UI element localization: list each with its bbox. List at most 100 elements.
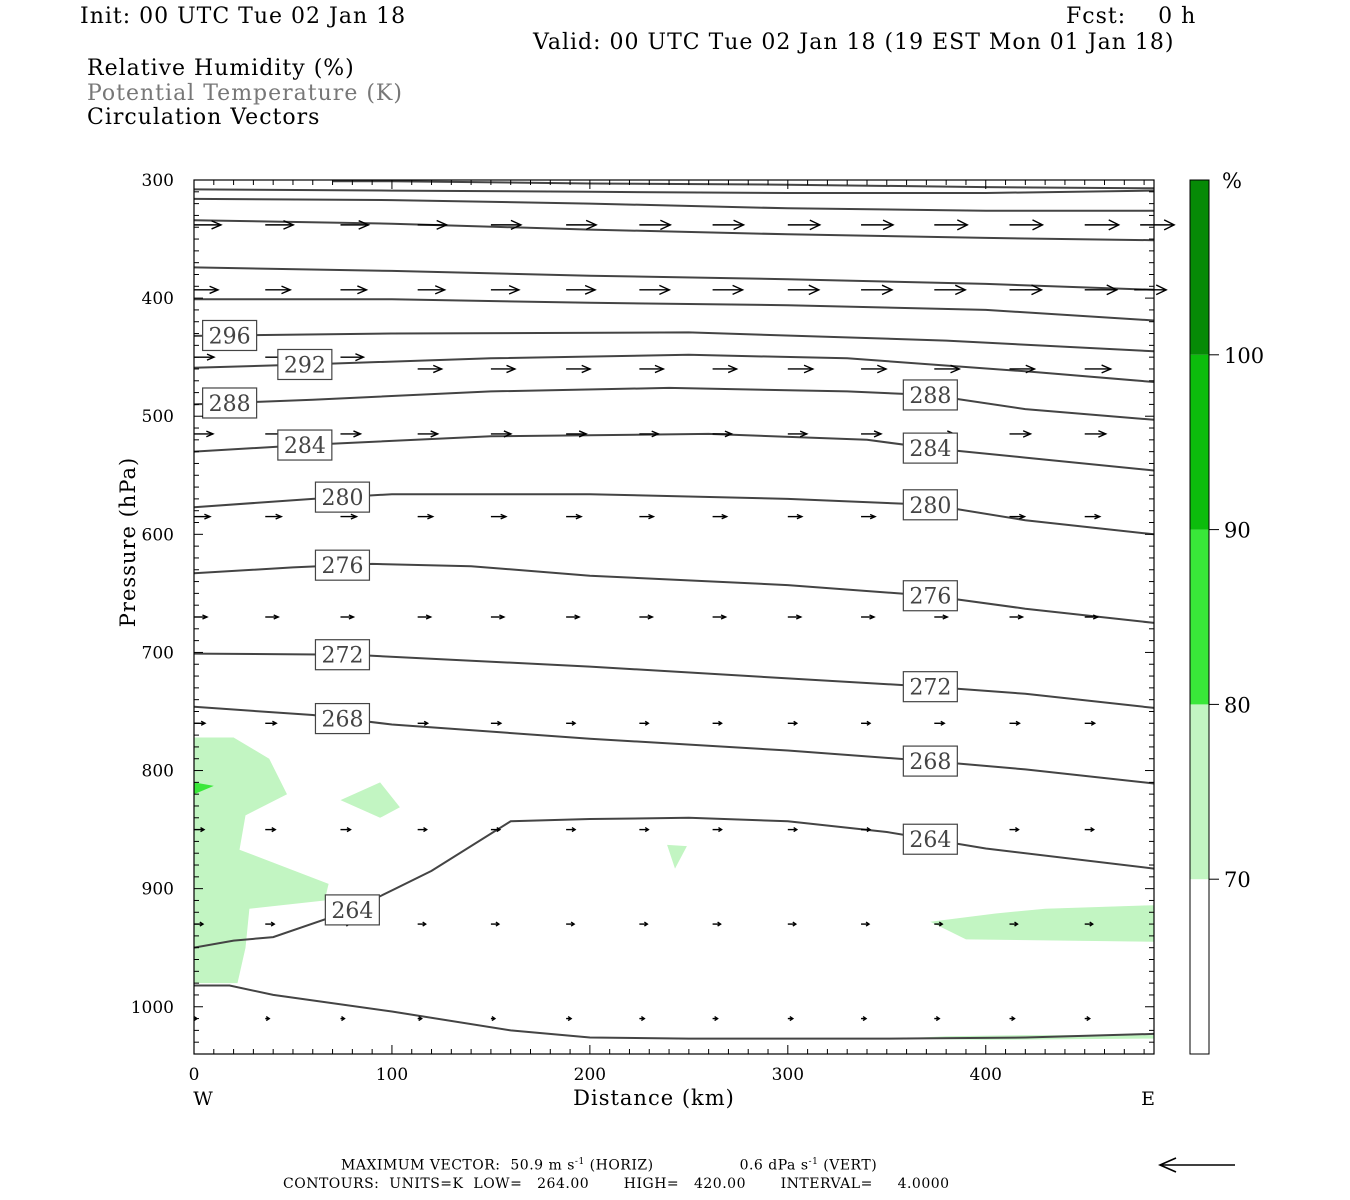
circulation-vector — [861, 430, 883, 438]
circulation-vector — [417, 827, 428, 833]
theta-label-272: 272 — [902, 671, 958, 703]
theta-contour-14 — [194, 188, 1154, 194]
circulation-vector — [787, 1015, 795, 1022]
colorbar-label: 70 — [1224, 868, 1251, 892]
circulation-vector — [1009, 720, 1021, 726]
circulation-vector — [490, 430, 513, 438]
circulation-vector — [265, 285, 293, 295]
theta-contour-0 — [194, 984, 1154, 1040]
circulation-vector — [934, 1015, 941, 1022]
theta-contour-11 — [194, 266, 1154, 291]
circulation-vector — [1009, 827, 1020, 833]
circulation-vector — [1084, 364, 1113, 374]
circulation-vector — [417, 430, 440, 438]
theta-contour-13 — [194, 197, 1154, 212]
circulation-vector — [1084, 513, 1102, 520]
circulation-vector — [1084, 827, 1096, 833]
circulation-vector — [934, 284, 967, 296]
svg-text:288: 288 — [909, 384, 951, 409]
theta-label-284: 284 — [902, 432, 958, 464]
circulation-vector — [1009, 513, 1027, 520]
init-time: Init: 00 UTC Tue 02 Jan 18 — [80, 4, 407, 29]
circulation-vector — [639, 219, 673, 231]
circulation-vector — [787, 921, 798, 927]
svg-text:272: 272 — [909, 676, 951, 701]
y-tick-label: 500 — [142, 407, 174, 427]
circulation-vector — [340, 430, 363, 438]
circulation-vector — [639, 614, 655, 620]
circulation-vector — [934, 921, 944, 927]
svg-text:264: 264 — [331, 899, 373, 924]
circulation-vector — [639, 720, 650, 726]
max-vector-note: MAXIMUM VECTOR: 50.9 m s-1 (HORIZ) 0.6 dP… — [341, 1157, 878, 1174]
circulation-vector — [787, 284, 821, 296]
circulation-vector — [340, 353, 366, 362]
colorbar-segment — [1190, 354, 1209, 530]
theta-label-288: 288 — [902, 379, 958, 411]
theta-label-284: 284 — [277, 429, 333, 461]
x-tick-label: 300 — [772, 1065, 804, 1085]
circulation-vector — [417, 364, 444, 374]
circulation-vector — [1009, 364, 1037, 374]
circulation-vectors-layer — [193, 219, 1176, 1022]
theta-label-292: 292 — [277, 348, 333, 381]
reference-vector-arrow — [1158, 1157, 1235, 1173]
circulation-vector — [1140, 219, 1176, 231]
rh-region-70-0 — [194, 737, 329, 984]
circulation-vector — [712, 513, 729, 520]
theta-label-264: 264 — [324, 894, 380, 926]
theta-label-264: 264 — [902, 823, 958, 855]
svg-text:292: 292 — [284, 353, 326, 378]
circulation-vector — [639, 364, 666, 374]
circulation-vector — [490, 614, 506, 620]
axes-layer: 300 400 500 600 700 800 900 1000 0 100 200 300 400 W E… — [116, 171, 1155, 1110]
circulation-vector — [861, 827, 872, 833]
svg-text:264: 264 — [909, 828, 951, 853]
circulation-vector — [340, 614, 356, 620]
circulation-vector — [934, 614, 950, 620]
circulation-vector — [417, 285, 447, 295]
circulation-vector — [566, 827, 577, 833]
circulation-vector — [934, 219, 969, 231]
circulation-vector — [265, 720, 278, 726]
colorbar-label: 90 — [1224, 519, 1251, 543]
circulation-vector — [787, 513, 804, 520]
y-tick-label: 800 — [142, 762, 174, 782]
x-axis-title: Distance (km) — [573, 1086, 735, 1110]
circulation-vector — [787, 614, 803, 620]
circulation-vector — [639, 513, 656, 520]
circulation-vector — [566, 720, 577, 726]
circulation-vector — [639, 921, 649, 927]
circulation-vector — [712, 614, 728, 620]
circulation-vector — [1084, 921, 1094, 927]
circulation-vector — [712, 364, 739, 374]
circulation-vector — [340, 1015, 346, 1022]
circulation-vector — [787, 430, 809, 438]
colorbar-label: 80 — [1224, 693, 1251, 717]
circulation-vector — [417, 513, 435, 520]
theta-label-280: 280 — [902, 489, 958, 521]
y-tick-label: 300 — [142, 171, 174, 191]
rh-region-70-2 — [667, 844, 687, 869]
theta-contour-6 — [194, 432, 1154, 472]
rh-region-70-1 — [340, 782, 400, 818]
svg-text:268: 268 — [321, 708, 363, 733]
circulation-vector — [417, 614, 433, 620]
circulation-vector — [566, 1015, 573, 1022]
circulation-vector — [417, 921, 427, 927]
circulation-vector — [787, 364, 815, 374]
circulation-vector — [194, 513, 212, 520]
theta-label-276: 276 — [314, 549, 371, 581]
circulation-vector — [1084, 284, 1119, 296]
theta-label-268: 268 — [314, 702, 371, 735]
theta-contour-7 — [194, 386, 1154, 421]
circulation-vector — [1084, 720, 1097, 726]
x-end-label-east: E — [1141, 1088, 1155, 1110]
colorbar-segment — [1190, 879, 1209, 1054]
theta-label-288: 288 — [202, 387, 258, 419]
circulation-vector — [1084, 1015, 1091, 1022]
svg-text:280: 280 — [321, 486, 363, 511]
circulation-vector — [1009, 921, 1019, 927]
circulation-vector — [712, 430, 734, 438]
